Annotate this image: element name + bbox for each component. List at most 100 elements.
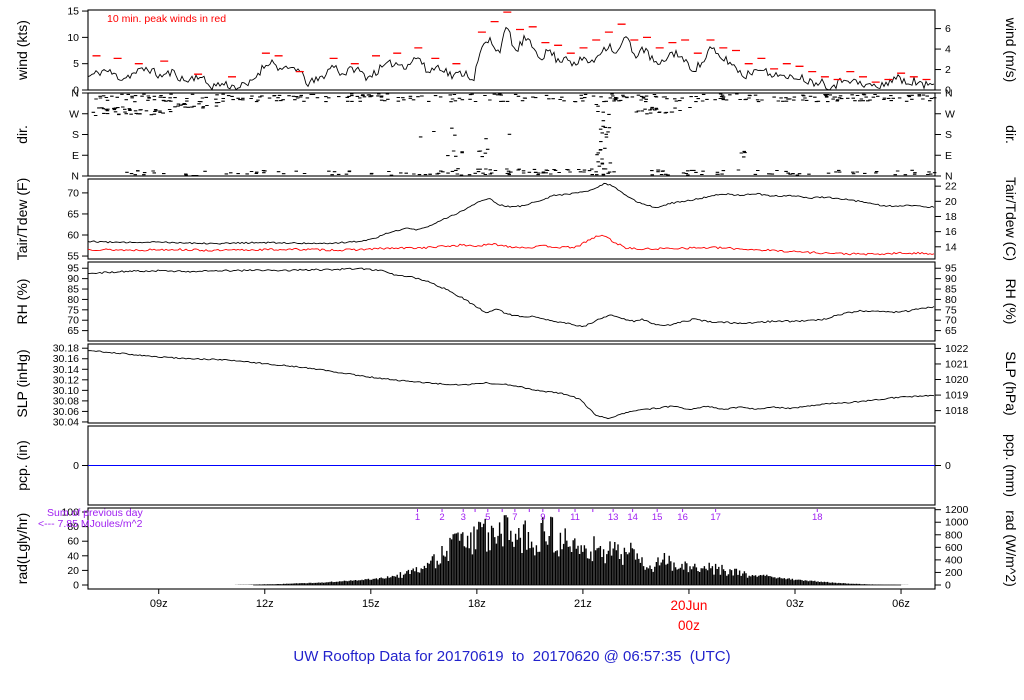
y-tick-label: 5 <box>73 58 79 70</box>
wind-direction-scatter <box>91 93 937 177</box>
y-axis-label-left-slp: SLP (inHg) <box>14 349 30 417</box>
y-tick-label: 14 <box>945 241 957 253</box>
y-tick-label: 0 <box>945 579 951 591</box>
y-tick-label: 95 <box>67 263 79 275</box>
y-tick-label: 30.18 <box>53 343 79 355</box>
y-tick-label: 1018 <box>945 405 969 417</box>
y-tick-label: 100 <box>61 507 79 519</box>
y-axis-label-left-wind: wind (kts) <box>14 20 30 81</box>
y-tick-label: 40 <box>67 550 79 562</box>
y-tick-label: 85 <box>945 284 957 296</box>
y-tick-label: 60 <box>67 230 79 242</box>
annotation: Sum of previous day <box>47 507 143 519</box>
y-tick-label: E <box>945 150 952 162</box>
tdew-line <box>87 234 935 256</box>
y-tick-label: 70 <box>945 315 957 327</box>
cumulative-mj-label: 7 <box>512 512 517 523</box>
cumulative-mj-label: 16 <box>677 512 688 523</box>
y-tick-label: 30.12 <box>53 374 79 386</box>
panel-border-temp <box>87 178 936 260</box>
y-tick-label: N <box>71 171 79 183</box>
y-axis-label-right-temp: Tair/Tdew (C) <box>1003 177 1019 261</box>
x-tick-label: 06z <box>892 598 910 610</box>
y-tick-label: S <box>945 129 952 141</box>
wind-speed-line <box>87 26 935 91</box>
annotation: <--- 7.85 MJoules/m^2 <box>38 518 143 530</box>
y-tick-label: 0 <box>945 460 951 472</box>
date-label-line1: 20Jun <box>671 598 708 613</box>
y-axis-label-left-temp: Tair/Tdew (F) <box>14 178 30 260</box>
y-tick-label: 4 <box>945 44 951 56</box>
y-tick-label: 90 <box>67 273 79 285</box>
x-tick-label: 18z <box>468 598 486 610</box>
y-tick-label: 80 <box>67 294 79 306</box>
y-tick-label: 10 <box>67 32 79 44</box>
y-tick-label: 22 <box>945 181 957 193</box>
y-tick-label: 600 <box>945 542 963 554</box>
y-tick-label: 1000 <box>945 517 969 529</box>
y-tick-label: W <box>945 108 955 120</box>
y-tick-label: 18 <box>945 211 957 223</box>
y-axis-label-right-wind: wind (m/s) <box>1003 17 1019 83</box>
y-tick-label: 20 <box>67 565 79 577</box>
y-tick-label: 1200 <box>945 504 969 516</box>
y-tick-label: 55 <box>67 251 79 263</box>
y-tick-label: 80 <box>67 521 79 533</box>
panel-slp: 30.0430.0630.0830.1030.1230.1430.1630.18… <box>14 343 1019 429</box>
y-tick-label: 800 <box>945 529 963 541</box>
y-axis-label-right-pcp: pcp. (mm) <box>1003 434 1019 497</box>
y-tick-label: 65 <box>67 208 79 220</box>
x-axis: 09z 12z 15z 18z 21z 03z 06z 20Jun 00z <box>150 589 910 633</box>
y-tick-label: 70 <box>67 315 79 327</box>
y-tick-label: 30.08 <box>53 395 79 407</box>
y-axis-label-left-rh: RH (%) <box>14 279 30 325</box>
relative-humidity-line <box>87 267 935 328</box>
y-tick-label: W <box>69 108 79 120</box>
cumulative-mj-label: 15 <box>652 512 663 523</box>
y-tick-label: 30.16 <box>53 353 79 365</box>
y-axis-label-left-pcp: pcp. (in) <box>14 440 30 491</box>
y-tick-label: S <box>72 129 79 141</box>
y-tick-label: 80 <box>945 294 957 306</box>
y-tick-label: 16 <box>945 226 957 238</box>
panel-wind: 0 5 10 15 0 2 4 6 wind (kts) wind (m/s) 10 min. pe… <box>14 6 1019 97</box>
y-axis-label-right-slp: SLP (hPa) <box>1003 351 1019 415</box>
y-tick-label: 1020 <box>945 374 969 386</box>
y-tick-label: 400 <box>945 554 963 566</box>
y-tick-label: 30.04 <box>53 416 79 428</box>
cumulative-mj-label: 3 <box>461 512 466 523</box>
cumulative-mj-label: 1 <box>415 512 420 523</box>
y-tick-label: 65 <box>945 325 957 337</box>
y-tick-label: 90 <box>945 273 957 285</box>
cumulative-mj-label: 13 <box>608 512 619 523</box>
cumulative-mj-label: 5 <box>485 512 490 523</box>
panel-pcp: 0 0 pcp. (in) pcp. (mm) <box>14 425 1019 506</box>
figure-title: UW Rooftop Data for 20170619 to 20170620… <box>293 648 730 665</box>
y-tick-label: 20 <box>945 196 957 208</box>
y-tick-label: 70 <box>67 187 79 199</box>
peak-wind-dashes <box>92 11 931 83</box>
panel-rad: 020406080100020040060080010001200rad(Lgl… <box>14 504 1019 591</box>
tair-line <box>87 182 935 245</box>
y-tick-label: 0 <box>73 85 79 97</box>
y-tick-label: 30.06 <box>53 406 79 418</box>
x-tick-label: 21z <box>574 598 592 610</box>
y-tick-label: 30.10 <box>53 385 79 397</box>
cumulative-mj-label: 14 <box>627 512 638 523</box>
y-tick-label: 95 <box>945 263 957 275</box>
y-tick-label: E <box>72 150 79 162</box>
y-tick-label: 1019 <box>945 390 969 402</box>
y-tick-label: 0 <box>945 85 951 97</box>
panel-border-slp <box>87 343 936 424</box>
y-axis-label-right-dir: dir. <box>1003 125 1019 144</box>
panel-border-rh <box>87 261 936 342</box>
x-tick-label: 15z <box>362 598 380 610</box>
y-axis-label-left-rad: rad(Lgly/hr) <box>14 513 30 585</box>
date-label-line2: 00z <box>678 618 700 633</box>
y-tick-label: 75 <box>945 304 957 316</box>
y-tick-label: 60 <box>67 536 79 548</box>
